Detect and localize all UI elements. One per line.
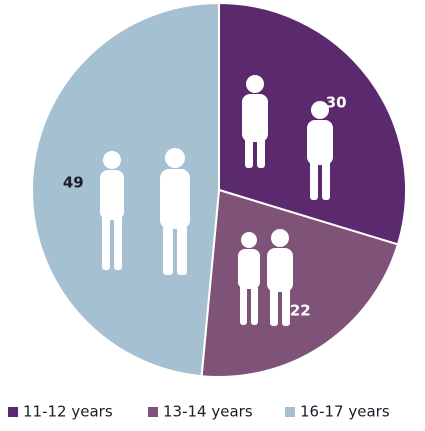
legend-swatch (8, 407, 18, 417)
legend-swatch (285, 407, 295, 417)
figure (100, 151, 124, 270)
silhouettes (100, 75, 333, 326)
figure (307, 101, 333, 200)
pie-slice (31, 1, 220, 378)
legend-swatch (148, 407, 158, 417)
legend-label: 16-17 years (300, 403, 390, 421)
data-labels: 30 22 49 (63, 94, 347, 320)
data-label: 49 (63, 174, 84, 192)
pie (31, 1, 407, 378)
figure (160, 148, 190, 275)
data-label: 30 (326, 94, 347, 112)
figure (238, 232, 260, 325)
legend: 11-12 years 13-14 years 16-17 years (8, 403, 390, 421)
legend-label: 13-14 years (163, 403, 253, 421)
legend-label: 11-12 years (23, 403, 113, 421)
data-label: 22 (290, 302, 311, 320)
figure (242, 75, 268, 168)
figure (267, 229, 293, 326)
